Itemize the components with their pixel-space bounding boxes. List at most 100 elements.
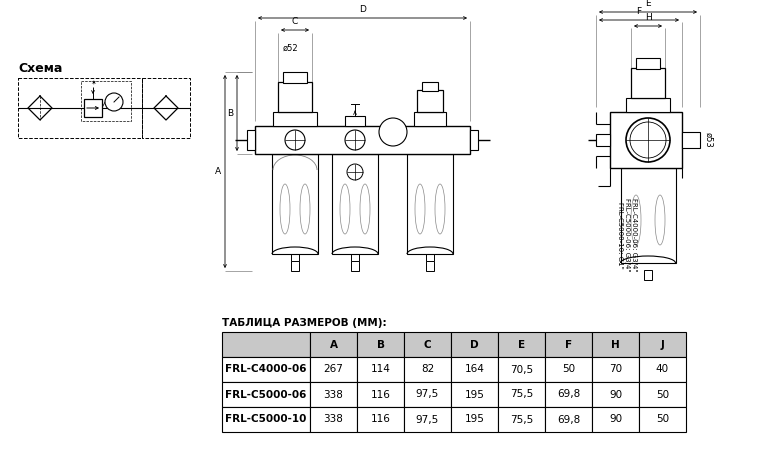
Text: 50: 50 (562, 365, 575, 375)
Bar (407, 154, 453, 254)
Bar (470, 130, 478, 150)
Bar (357, 382, 404, 407)
Text: ø53: ø53 (704, 132, 713, 148)
Text: B: B (377, 339, 385, 350)
Text: FRL-C5000-06: FRL-C5000-06 (225, 390, 307, 400)
Bar (498, 357, 545, 382)
Text: 338: 338 (324, 390, 343, 400)
Bar (451, 407, 498, 432)
Bar (273, 112, 317, 126)
Text: B: B (227, 109, 233, 118)
Text: 50: 50 (656, 390, 669, 400)
Bar (222, 407, 310, 432)
Text: D: D (359, 5, 366, 14)
Bar (682, 132, 700, 148)
Bar (596, 134, 610, 146)
Bar (451, 357, 498, 382)
Text: 69,8: 69,8 (557, 415, 580, 424)
Text: 75,5: 75,5 (510, 390, 533, 400)
Bar (18, 78, 142, 138)
Bar (255, 126, 470, 154)
Bar (357, 407, 404, 432)
Bar (247, 130, 255, 150)
Text: FRL-C5000-06: G3/4": FRL-C5000-06: G3/4" (624, 198, 630, 272)
Bar (310, 407, 357, 432)
Bar (404, 382, 451, 407)
Text: ø52: ø52 (282, 44, 298, 53)
Bar (278, 82, 312, 112)
Text: 195: 195 (465, 415, 484, 424)
Bar (592, 357, 639, 382)
Bar (417, 90, 443, 112)
Text: E: E (518, 339, 525, 350)
Bar (545, 332, 592, 357)
Bar (592, 407, 639, 432)
Bar (644, 270, 652, 280)
Text: 82: 82 (421, 365, 434, 375)
Text: A: A (215, 167, 221, 176)
Text: 116: 116 (370, 390, 391, 400)
Bar (310, 332, 357, 357)
Bar (357, 357, 404, 382)
Bar (610, 112, 682, 168)
Text: 50: 50 (656, 415, 669, 424)
Text: FRL-C4000-06: FRL-C4000-06 (225, 365, 307, 375)
Text: 97,5: 97,5 (416, 390, 439, 400)
Text: 267: 267 (324, 365, 343, 375)
Bar (142, 78, 190, 138)
Bar (545, 382, 592, 407)
Bar (422, 82, 438, 91)
Bar (621, 168, 676, 263)
Bar (357, 332, 404, 357)
Bar (404, 332, 451, 357)
Text: FRL-C5000-10: G1": FRL-C5000-10: G1" (617, 202, 623, 268)
Text: D: D (470, 339, 479, 350)
Text: 70: 70 (609, 365, 622, 375)
Text: C: C (292, 17, 298, 26)
Text: J: J (661, 339, 665, 350)
Circle shape (345, 130, 365, 150)
Text: F: F (565, 339, 572, 350)
Bar (545, 407, 592, 432)
Text: E: E (645, 0, 651, 8)
Text: 90: 90 (609, 415, 622, 424)
Bar (222, 382, 310, 407)
Bar (414, 112, 446, 126)
Bar (498, 332, 545, 357)
Text: Схема: Схема (18, 62, 62, 75)
Bar (426, 261, 434, 271)
Bar (283, 72, 307, 83)
Circle shape (379, 118, 407, 146)
Text: 114: 114 (370, 365, 391, 375)
Bar (310, 357, 357, 382)
Bar (639, 357, 686, 382)
Bar (332, 154, 378, 254)
Text: 97,5: 97,5 (416, 415, 439, 424)
Bar (404, 407, 451, 432)
Text: F: F (636, 7, 642, 16)
Circle shape (347, 164, 363, 180)
Text: FRL-C4000-06: G3/4": FRL-C4000-06: G3/4" (631, 198, 637, 272)
Text: 70,5: 70,5 (510, 365, 533, 375)
Bar (498, 407, 545, 432)
Bar (451, 332, 498, 357)
Bar (291, 261, 299, 271)
Text: 75,5: 75,5 (510, 415, 533, 424)
Bar (639, 382, 686, 407)
Text: 195: 195 (465, 390, 484, 400)
Text: FRL-C5000-10: FRL-C5000-10 (225, 415, 307, 424)
Text: A: A (329, 339, 338, 350)
Text: 90: 90 (609, 390, 622, 400)
Text: 69,8: 69,8 (557, 390, 580, 400)
Bar (592, 332, 639, 357)
Bar (498, 382, 545, 407)
Bar (84, 99, 102, 117)
Bar (272, 154, 318, 254)
Bar (351, 261, 359, 271)
Text: 40: 40 (656, 365, 669, 375)
Bar (222, 332, 310, 357)
Text: H: H (644, 13, 651, 22)
Bar (81, 81, 131, 121)
Text: ✶: ✶ (90, 80, 96, 86)
Circle shape (285, 130, 305, 150)
